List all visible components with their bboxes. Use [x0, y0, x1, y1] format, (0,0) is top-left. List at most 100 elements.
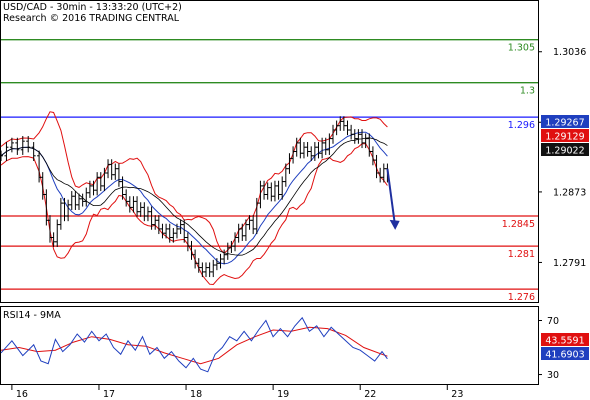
level-label-3: 1.2845 — [502, 219, 535, 230]
bollinger-lower-band — [0, 143, 388, 286]
price-value-box-label-2: 1.29022 — [545, 146, 584, 157]
price-bar — [272, 180, 277, 202]
price-bar — [164, 223, 169, 239]
price-bar — [240, 223, 245, 241]
level-label-5: 1.276 — [508, 292, 535, 303]
price-bar — [109, 159, 114, 180]
rsi-y-tick-label-0: 70 — [547, 316, 559, 327]
forecast-arrow-shaft — [386, 168, 396, 224]
rsi-line — [0, 316, 388, 373]
x-tick-label-5: 23 — [451, 389, 463, 400]
price-bar — [31, 142, 36, 161]
forecast-arrow-head — [389, 219, 400, 230]
price-layer: 1.305 1.3 1.296 1.2845 1.281 1.276 — [0, 39, 538, 303]
moving-average-fast — [0, 131, 388, 265]
bollinger-upper-band — [0, 111, 388, 254]
price-bar — [73, 191, 78, 210]
moving-average-slow — [0, 137, 388, 256]
rsi-panel-frame — [0, 306, 539, 385]
rsi-y-tick-label-1: 30 — [547, 370, 559, 381]
price-bar — [265, 182, 270, 200]
price-y-tick-label-0: 1.3036 — [553, 47, 586, 58]
price-bar — [316, 142, 321, 159]
x-tick-label-2: 18 — [190, 389, 202, 400]
price-bar — [301, 142, 306, 159]
level-label-2: 1.296 — [508, 120, 535, 131]
rsi-panel-title: RSI14 - 9MA — [3, 310, 61, 321]
price-bar — [345, 120, 350, 136]
price-bar — [200, 262, 205, 278]
price-bar — [193, 249, 198, 269]
price-bar — [20, 136, 25, 155]
price-bar — [4, 142, 9, 161]
price-bar — [55, 219, 60, 247]
price-bar — [95, 172, 100, 196]
price-bar — [138, 202, 143, 217]
price-bar — [142, 202, 147, 222]
axis-layer: 1.30361.29541.28731.27911.292671.291291.… — [11, 47, 589, 400]
rsi-value-box-1 — [541, 347, 589, 360]
price-bar — [98, 172, 103, 192]
price-bar — [15, 137, 20, 155]
price-bar — [374, 154, 379, 179]
rsi-value-box-label-0: 43.5591 — [545, 336, 584, 347]
price-y-tick-label-3: 1.2791 — [553, 258, 586, 269]
price-bar — [44, 189, 49, 226]
price-bar — [269, 182, 274, 202]
price-bar — [356, 129, 361, 144]
price-bar — [62, 197, 67, 222]
price-bar — [37, 150, 42, 183]
price-bar — [247, 215, 252, 230]
price-bar — [352, 129, 357, 144]
price-value-box-label-1: 1.29129 — [545, 132, 584, 143]
price-bar — [26, 136, 31, 153]
price-value-box-1 — [541, 129, 589, 142]
chart-header-credit: Research © 2016 TRADING CENTRAL — [3, 13, 180, 24]
level-label-1: 1.3 — [520, 86, 535, 97]
price-bar — [102, 167, 107, 192]
price-bar — [189, 240, 194, 260]
level-label-4: 1.281 — [508, 249, 535, 260]
x-tick-label-1: 17 — [103, 389, 115, 400]
chart-header-title: USD/CAD - 30min - 13:33:20 (UTC+2) — [3, 2, 182, 13]
level-label-0: 1.305 — [508, 43, 535, 54]
price-bar — [334, 120, 339, 136]
price-value-box-2 — [541, 143, 589, 156]
price-bar — [66, 199, 71, 222]
x-tick-label-3: 19 — [277, 389, 289, 400]
price-bar — [116, 163, 121, 187]
price-bar — [218, 253, 223, 269]
price-bar — [251, 215, 256, 235]
price-bar — [153, 215, 158, 230]
price-y-tick-label-2: 1.2873 — [553, 187, 586, 198]
rsi-value-box-0 — [541, 333, 589, 346]
price-value-box-label-0: 1.29267 — [545, 118, 584, 129]
price-bar — [207, 262, 212, 278]
price-bar — [258, 180, 263, 209]
price-bar — [0, 150, 3, 161]
price-bar — [145, 206, 150, 222]
price-bar — [84, 187, 89, 207]
rsi-layer — [0, 316, 388, 373]
price-bar — [9, 137, 14, 153]
price-bar — [243, 219, 248, 241]
price-bar — [204, 262, 209, 278]
price-bar — [349, 124, 354, 140]
price-bar — [58, 197, 63, 230]
x-tick-label-0: 16 — [16, 389, 28, 400]
price-bar — [69, 191, 74, 210]
price-bar — [113, 163, 118, 180]
price-bar — [160, 223, 165, 239]
price-bar — [211, 259, 216, 278]
price-value-box-0 — [541, 115, 589, 128]
price-bar — [305, 142, 310, 157]
price-bar — [330, 124, 335, 144]
price-bar — [276, 180, 281, 200]
price-bar — [135, 196, 140, 217]
price-panel-frame — [0, 0, 539, 303]
rsi-value-box-label-1: 41.6903 — [545, 350, 584, 361]
price-bar — [378, 167, 383, 183]
price-bar — [80, 193, 85, 207]
rsi-moving-average-line — [0, 326, 388, 365]
